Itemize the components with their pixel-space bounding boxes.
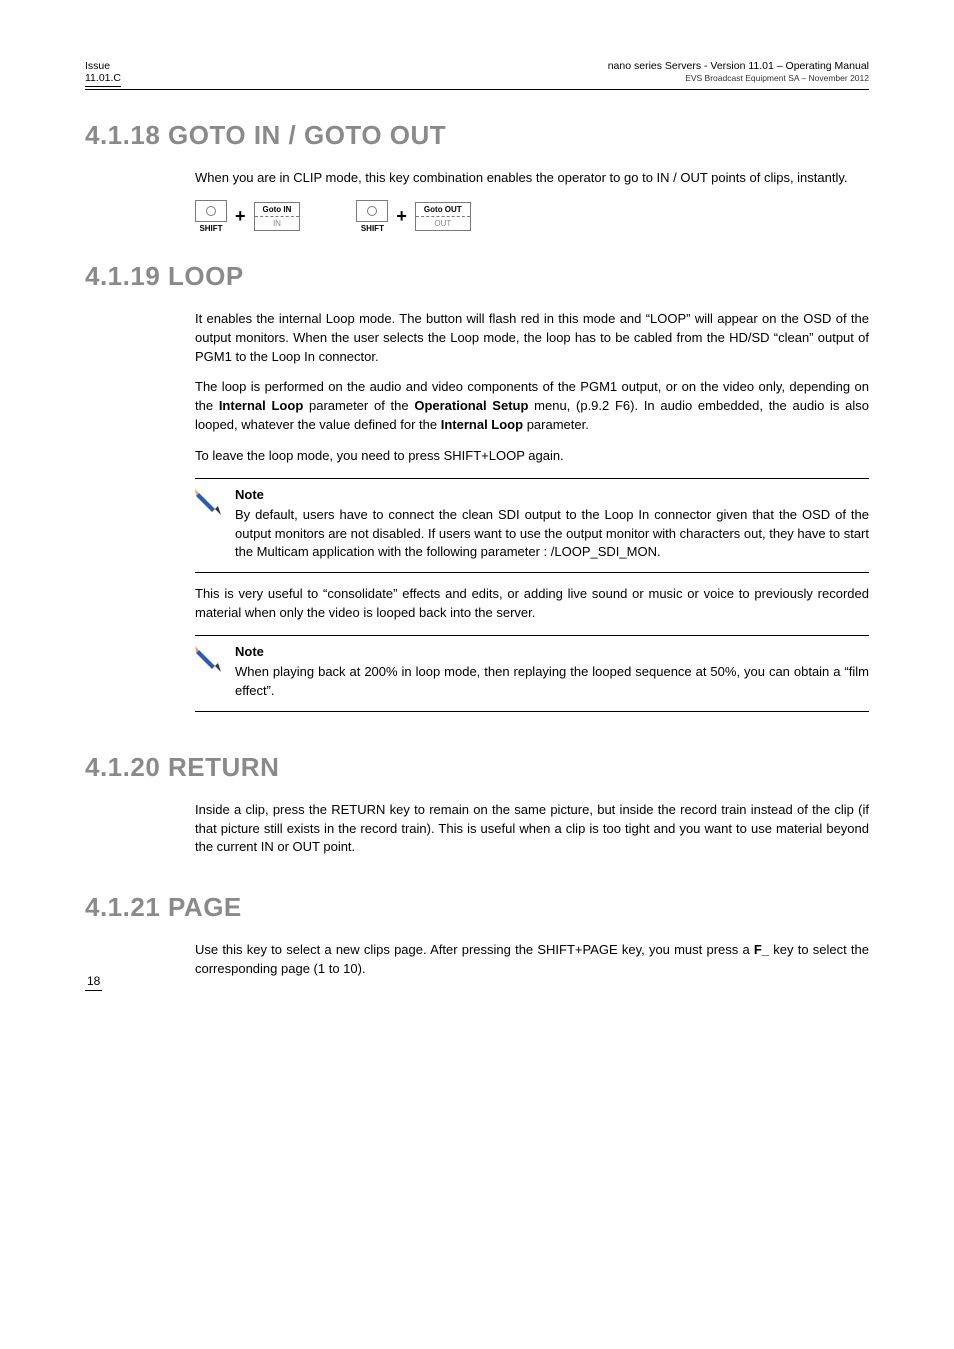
pencil-icon-2 (195, 644, 223, 701)
header-title-line: nano series Servers - Version 11.01 – Op… (608, 60, 869, 72)
shift-led-icon (206, 206, 216, 216)
loop-para2-b2: Operational Setup (414, 398, 528, 413)
loop-para2: The loop is performed on the audio and v… (195, 378, 869, 435)
page-header: Issue 11.01.C nano series Servers - Vers… (85, 60, 869, 87)
loop-para2-post: parameter. (523, 417, 589, 432)
goto-out-key: Goto OUT OUT (415, 202, 471, 231)
shift-key-2: SHIFT (356, 200, 388, 233)
note-1-text: By default, users have to connect the cl… (235, 506, 869, 563)
page-para1-bold: F_ (754, 942, 769, 957)
note-1-content: Note By default, users have to connect t… (235, 487, 869, 563)
goto-out-bottom: OUT (416, 217, 470, 230)
loop-para1: It enables the internal Loop mode. The b… (195, 310, 869, 367)
key-combo-row: SHIFT + Goto IN IN SHIFT + Goto OUT OUT (195, 200, 869, 233)
issue-value: 11.01.C (85, 72, 121, 84)
goto-para1: When you are in CLIP mode, this key comb… (195, 169, 869, 188)
note-1-title: Note (235, 487, 869, 502)
shift-key-1: SHIFT (195, 200, 227, 233)
plus-icon-1: + (235, 206, 246, 227)
page-para1: Use this key to select a new clips page.… (195, 941, 869, 979)
shift-label-2: SHIFT (361, 224, 384, 233)
page-number: 18 (85, 974, 102, 991)
page-container: Issue 11.01.C nano series Servers - Vers… (0, 0, 954, 1031)
shift-led-icon-2 (367, 206, 377, 216)
note-2-text: When playing back at 200% in loop mode, … (235, 663, 869, 701)
page-para1-pre: Use this key to select a new clips page.… (195, 942, 754, 957)
header-sub-line: EVS Broadcast Equipment SA – November 20… (685, 73, 869, 83)
note-2-title: Note (235, 644, 869, 659)
return-para1: Inside a clip, press the RETURN key to r… (195, 801, 869, 858)
loop-para4: This is very useful to “consolidate” eff… (195, 585, 869, 623)
heading-loop: 4.1.19 LOOP (85, 261, 869, 292)
header-left: Issue 11.01.C (85, 60, 121, 87)
note-block-1: Note By default, users have to connect t… (195, 478, 869, 574)
page-footer: 18 (85, 974, 102, 991)
loop-para3: To leave the loop mode, you need to pres… (195, 447, 869, 466)
goto-in-bottom: IN (255, 217, 300, 230)
heading-goto: 4.1.18 GOTO IN / GOTO OUT (85, 120, 869, 151)
goto-in-top: Goto IN (255, 203, 300, 217)
issue-label: Issue (85, 60, 110, 72)
pencil-icon (195, 487, 223, 563)
note-2-content: Note When playing back at 200% in loop m… (235, 644, 869, 701)
shift-label-1: SHIFT (199, 224, 222, 233)
loop-para2-m1: parameter of the (303, 398, 414, 413)
goto-out-top: Goto OUT (416, 203, 470, 217)
loop-para2-b3: Internal Loop (441, 417, 523, 432)
loop-para2-b1: Internal Loop (219, 398, 303, 413)
heading-return: 4.1.20 RETURN (85, 752, 869, 783)
shift-key-box-2 (356, 200, 388, 222)
note-block-2: Note When playing back at 200% in loop m… (195, 635, 869, 712)
header-right: nano series Servers - Version 11.01 – Op… (608, 60, 869, 87)
plus-icon-2: + (396, 206, 407, 227)
goto-in-key: Goto IN IN (254, 202, 301, 231)
heading-page: 4.1.21 PAGE (85, 892, 869, 923)
header-rule (85, 89, 869, 90)
shift-key-box (195, 200, 227, 222)
